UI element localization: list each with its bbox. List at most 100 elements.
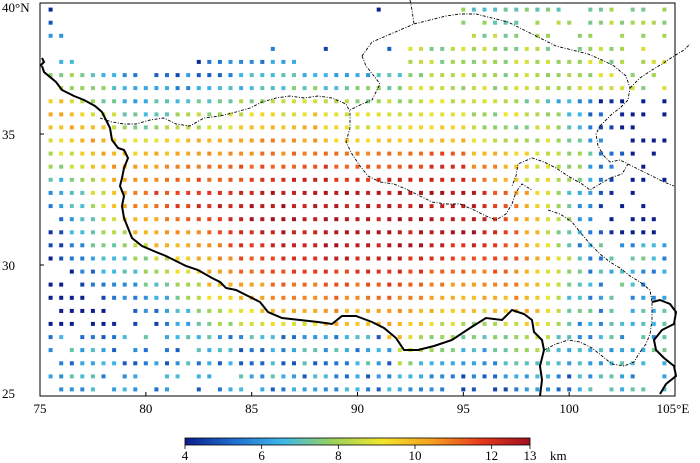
elevation-cell <box>196 217 201 222</box>
elevation-cell <box>112 190 117 195</box>
elevation-cell <box>249 335 254 340</box>
elevation-cell <box>440 282 445 287</box>
elevation-cell <box>598 282 603 287</box>
elevation-cell <box>387 99 392 104</box>
elevation-cell <box>228 125 233 130</box>
elevation-cell <box>493 125 498 130</box>
elevation-cell <box>546 99 550 104</box>
elevation-cell <box>387 151 392 156</box>
elevation-cell <box>440 348 445 353</box>
elevation-cell <box>344 256 349 261</box>
elevation-cell <box>598 348 603 353</box>
elevation-cell <box>376 204 381 209</box>
elevation-cell <box>196 230 201 235</box>
elevation-cell <box>524 46 529 51</box>
elevation-cell <box>503 282 508 287</box>
elevation-cell <box>80 269 85 274</box>
elevation-cell <box>429 230 434 235</box>
elevation-cell <box>450 308 455 313</box>
elevation-cell <box>588 230 593 235</box>
elevation-cell <box>419 387 423 392</box>
elevation-cell <box>471 59 476 64</box>
elevation-cell <box>207 73 212 78</box>
elevation-cell <box>524 269 529 274</box>
elevation-cell <box>249 177 254 182</box>
elevation-cell <box>228 86 233 91</box>
elevation-cell <box>514 7 519 12</box>
elevation-cell <box>48 282 53 287</box>
elevation-cell <box>196 190 201 195</box>
elevation-cell <box>546 269 550 274</box>
elevation-cell <box>588 151 593 156</box>
elevation-cell <box>419 361 423 366</box>
elevation-cell <box>239 86 244 91</box>
elevation-cell <box>281 256 286 261</box>
elevation-cell <box>662 86 667 91</box>
elevation-cell <box>143 295 148 300</box>
elevation-cell <box>154 308 159 313</box>
elevation-cell <box>567 204 572 209</box>
elevation-cell <box>535 374 540 379</box>
elevation-cell <box>503 374 508 379</box>
elevation-cell <box>112 243 117 248</box>
elevation-cell <box>143 204 148 209</box>
elevation-cell <box>609 348 614 353</box>
elevation-cell <box>323 204 328 209</box>
elevation-cell <box>630 7 635 12</box>
elevation-cell <box>207 125 212 130</box>
elevation-cell <box>429 269 434 274</box>
elevation-cell <box>493 295 498 300</box>
elevation-cell <box>493 59 498 64</box>
elevation-cell <box>482 256 487 261</box>
elevation-cell <box>133 151 138 156</box>
elevation-cell <box>408 335 413 340</box>
elevation-cell <box>186 73 191 78</box>
elevation-cell <box>482 374 487 379</box>
elevation-cell <box>440 164 445 169</box>
elevation-cell <box>196 335 201 340</box>
elevation-cell <box>503 321 508 326</box>
elevation-cell <box>493 308 498 313</box>
elevation-cell <box>207 361 212 366</box>
elevation-cell <box>641 99 646 104</box>
elevation-cell <box>186 112 191 117</box>
elevation-cell <box>270 204 275 209</box>
elevation-cell <box>662 361 667 366</box>
elevation-cell <box>292 295 296 300</box>
elevation-cell <box>471 230 476 235</box>
elevation-cell <box>90 86 95 91</box>
elevation-cell <box>461 321 466 326</box>
elevation-cell <box>175 151 180 156</box>
elevation-cell <box>588 190 593 195</box>
elevation-cell <box>524 112 529 117</box>
elevation-cell <box>313 295 318 300</box>
elevation-cell <box>249 164 254 169</box>
elevation-cell <box>471 125 476 130</box>
elevation-cell <box>302 308 307 313</box>
elevation-cell <box>165 217 169 222</box>
elevation-cell <box>429 46 434 51</box>
elevation-cell <box>122 374 127 379</box>
elevation-cell <box>292 217 296 222</box>
elevation-cell <box>397 295 402 300</box>
elevation-cell <box>313 125 318 130</box>
elevation-cell <box>344 164 349 169</box>
elevation-cell <box>302 348 307 353</box>
elevation-cell <box>217 321 222 326</box>
elevation-cell <box>133 164 138 169</box>
elevation-cell <box>524 217 529 222</box>
elevation-cell <box>217 348 222 353</box>
elevation-cell <box>598 269 603 274</box>
elevation-cell <box>503 86 508 91</box>
elevation-cell <box>260 348 265 353</box>
elevation-cell <box>630 138 635 143</box>
elevation-cell <box>112 335 117 340</box>
elevation-cell <box>461 204 466 209</box>
elevation-cell <box>609 20 614 25</box>
elevation-cell <box>344 374 349 379</box>
elevation-cell <box>302 190 307 195</box>
elevation-cell <box>588 73 593 78</box>
elevation-cell <box>503 348 508 353</box>
elevation-cell <box>344 243 349 248</box>
elevation-cell <box>122 73 127 78</box>
